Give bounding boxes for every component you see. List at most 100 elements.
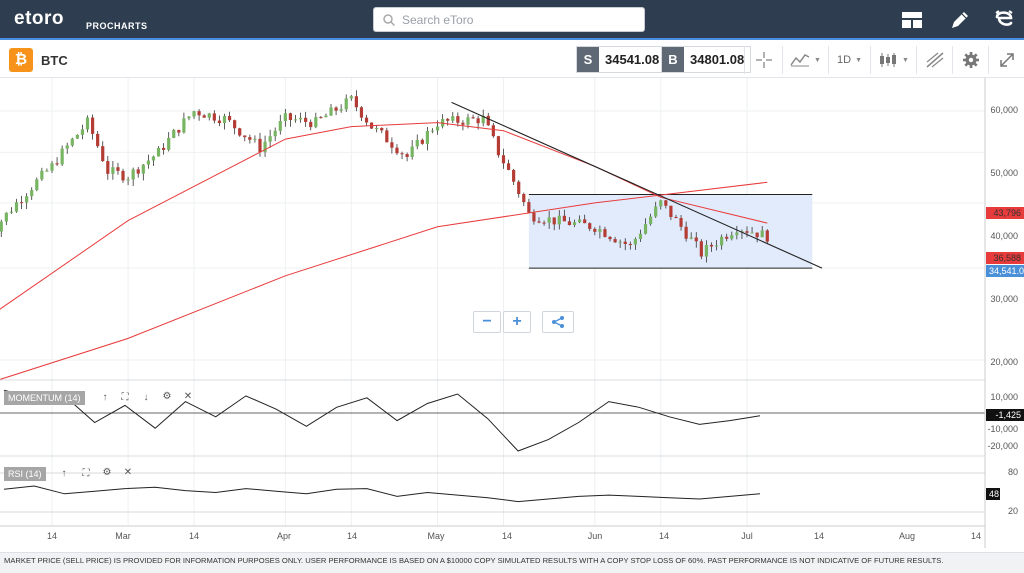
candle-body: [344, 98, 348, 110]
momentum-value-tag: -1,425: [986, 409, 1024, 421]
x-tick-label: Jul: [741, 531, 753, 541]
candlestick-icon: [880, 53, 897, 67]
candle-body: [162, 147, 166, 150]
candle-body: [324, 115, 328, 118]
candle-body: [496, 136, 501, 156]
candle-body: [547, 217, 551, 223]
move-up-icon[interactable]: ↑: [61, 468, 67, 479]
candle-body: [664, 200, 668, 206]
candle-body: [192, 111, 196, 117]
candle-body: [471, 117, 475, 119]
y-tick-label: 20,000: [990, 357, 1018, 367]
candle-body: [725, 236, 729, 239]
candle-body: [258, 138, 262, 153]
candle-body: [25, 196, 29, 203]
gear-icon: [962, 52, 979, 68]
candle-body: [643, 224, 648, 234]
move-up-icon[interactable]: ↑: [102, 392, 108, 403]
indicator-settings-gear-icon[interactable]: ⚙: [102, 467, 112, 478]
candle-body: [50, 163, 54, 171]
candle-body: [689, 237, 693, 239]
x-tick-label: 14: [188, 531, 200, 541]
candle-body: [735, 232, 739, 236]
candle-body: [253, 138, 257, 140]
etoro-logo[interactable]: etoro: [14, 8, 64, 29]
move-down-icon[interactable]: ↓: [143, 392, 149, 403]
draw-tools-icon: [926, 52, 943, 68]
search-icon: [383, 14, 396, 27]
timeframe-dropdown[interactable]: 1D ▼: [828, 46, 870, 74]
settings-button[interactable]: [952, 46, 988, 74]
candle-body: [699, 241, 703, 257]
zoom-out-button[interactable]: −: [473, 311, 501, 333]
candlestick-series: [0, 90, 769, 263]
candle-body: [314, 117, 318, 128]
candle-body: [567, 221, 572, 226]
share-button[interactable]: [542, 311, 574, 333]
candle-body: [704, 244, 709, 257]
candle-body: [623, 241, 627, 245]
candle-body: [167, 137, 171, 150]
candle-body: [679, 218, 683, 227]
maximize-icon[interactable]: ⛶: [121, 392, 129, 403]
search-box[interactable]: [373, 7, 645, 32]
remove-indicator-close-icon[interactable]: ✕: [123, 467, 133, 478]
candle-body: [96, 133, 100, 147]
indicators-dropdown[interactable]: ▼: [782, 46, 828, 74]
candle-body: [243, 135, 247, 138]
chart-type-dropdown[interactable]: ▼: [870, 46, 916, 74]
candle-body: [65, 145, 69, 149]
candle-body: [415, 139, 419, 147]
trendline[interactable]: [451, 101, 823, 269]
candle-body: [557, 215, 561, 225]
sell-tag: S: [577, 47, 599, 72]
candle-body: [30, 190, 34, 197]
candle-body: [288, 113, 293, 121]
candle-body: [293, 119, 298, 121]
candle-body: [517, 181, 521, 195]
y-tick-label: 50,000: [990, 168, 1018, 178]
drawing-tools-button[interactable]: [916, 46, 952, 74]
candle-body: [151, 156, 156, 161]
chevron-down-icon: ▼: [814, 56, 821, 64]
chart-area[interactable]: 60,000 50,000 40,000 30,000 20,000 43,79…: [0, 78, 1024, 549]
candle-body: [14, 202, 19, 212]
candle-body: [765, 230, 769, 242]
candle-body: [233, 120, 237, 129]
x-tick-label: Mar: [115, 531, 131, 541]
layout-button[interactable]: [898, 6, 926, 34]
draw-button[interactable]: [946, 6, 974, 34]
candle-body: [202, 115, 206, 118]
instrument-toolbar: ₿ BTC S 34541.08 B 34801.08 ▼ 1D ▼ ▼: [0, 42, 1024, 78]
candle-body: [714, 245, 719, 247]
indicator-settings-gear-icon[interactable]: ⚙: [162, 391, 172, 402]
remove-indicator-close-icon[interactable]: ✕: [183, 391, 193, 402]
search-input[interactable]: [402, 11, 638, 29]
candle-body: [618, 241, 622, 243]
candle-body: [486, 115, 490, 126]
buy-price-button[interactable]: B 34801.08: [661, 46, 752, 73]
candle-body: [532, 212, 536, 222]
etoro-menu-button[interactable]: [990, 6, 1018, 34]
rsi-indicator-label[interactable]: RSI (14): [4, 467, 46, 481]
candle-body: [491, 125, 495, 137]
candle-body: [263, 141, 267, 153]
candle-body: [156, 147, 161, 157]
crosshair-button[interactable]: [744, 46, 782, 74]
rsi-y-tick: 80: [1007, 467, 1018, 477]
fullscreen-button[interactable]: [988, 46, 1024, 74]
maximize-icon[interactable]: ⛶: [82, 468, 90, 479]
candle-body: [638, 233, 643, 240]
y-tick-label: 60,000: [990, 105, 1018, 115]
momentum-indicator-label[interactable]: MOMENTUM (14): [4, 391, 85, 405]
candle-body: [4, 212, 8, 222]
candle-body: [598, 229, 602, 232]
candle-body: [146, 160, 150, 165]
price-chart-svg[interactable]: [0, 78, 1024, 549]
sell-price-button[interactable]: S 34541.08: [576, 46, 667, 73]
candle-body: [55, 163, 59, 165]
candle-body: [669, 205, 673, 217]
zoom-in-button[interactable]: +: [503, 311, 531, 333]
procharts-label: PROCHARTS: [86, 21, 148, 31]
